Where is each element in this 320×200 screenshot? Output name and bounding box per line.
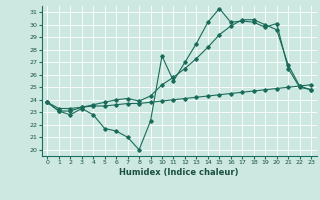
X-axis label: Humidex (Indice chaleur): Humidex (Indice chaleur)	[119, 168, 239, 177]
